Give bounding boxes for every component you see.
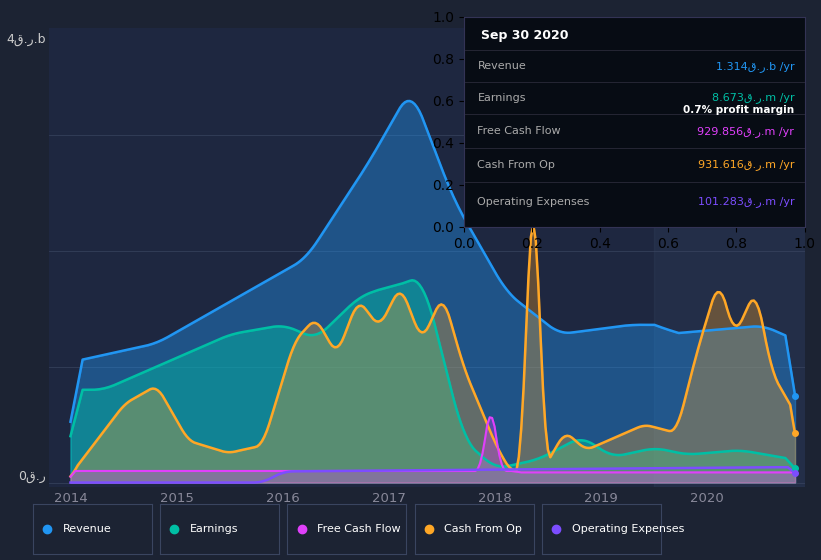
Text: 0.7% profit margin: 0.7% profit margin xyxy=(683,105,795,115)
Text: Earnings: Earnings xyxy=(478,92,526,102)
Text: Earnings: Earnings xyxy=(190,524,238,534)
Text: Operating Expenses: Operating Expenses xyxy=(478,197,589,207)
Text: Cash From Op: Cash From Op xyxy=(444,524,522,534)
Bar xyxy=(654,28,813,487)
Text: Cash From Op: Cash From Op xyxy=(478,160,555,170)
Text: Revenue: Revenue xyxy=(478,61,526,71)
Text: 1.314ق.ر.b /yr: 1.314ق.ر.b /yr xyxy=(716,60,795,72)
Text: 0ق.ر: 0ق.ر xyxy=(18,470,45,483)
Text: Free Cash Flow: Free Cash Flow xyxy=(317,524,401,534)
Text: 929.856ق.ر.m /yr: 929.856ق.ر.m /yr xyxy=(698,126,795,137)
Text: Revenue: Revenue xyxy=(62,524,112,534)
Text: 4ق.ر.b: 4ق.ر.b xyxy=(6,32,45,46)
Text: Sep 30 2020: Sep 30 2020 xyxy=(481,30,568,43)
Text: Operating Expenses: Operating Expenses xyxy=(571,524,684,534)
Text: 8.673ق.ر.m /yr: 8.673ق.ر.m /yr xyxy=(712,92,795,103)
Text: Free Cash Flow: Free Cash Flow xyxy=(478,126,561,136)
Text: 101.283ق.ر.m /yr: 101.283ق.ر.m /yr xyxy=(698,196,795,207)
Text: 931.616ق.ر.m /yr: 931.616ق.ر.m /yr xyxy=(698,160,795,170)
